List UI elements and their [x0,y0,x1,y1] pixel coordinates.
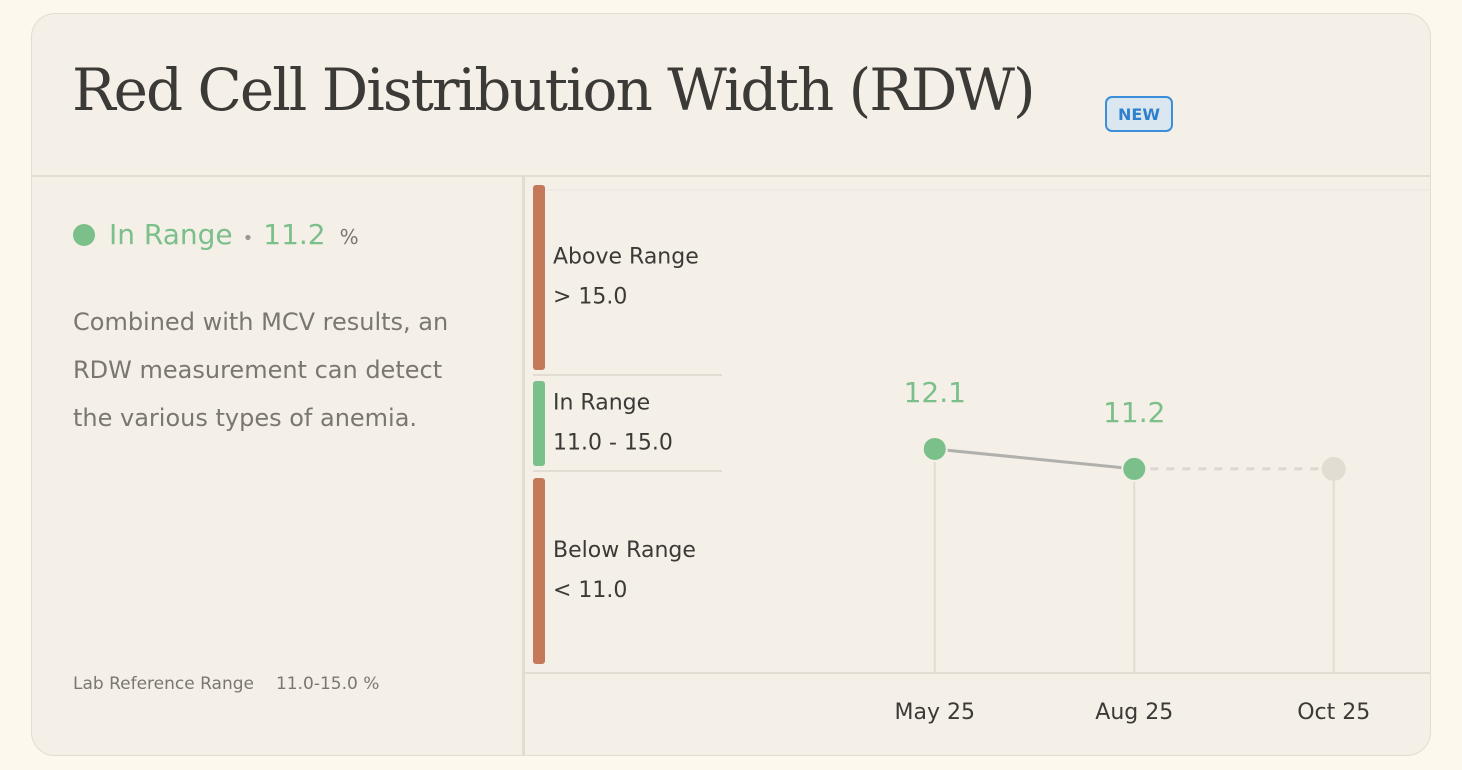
data-label: 11.2 [1103,396,1165,429]
x-tick-label: May 25 [895,700,975,725]
card: Red Cell Distribution Width (RDW) NEW In… [31,13,1431,756]
x-tick-label: Aug 25 [1095,700,1173,725]
status: In Range • 11.2 % [73,218,359,251]
range-value: > 15.0 [553,285,627,310]
status-label: In Range [109,218,233,251]
range-value: < 11.0 [553,578,627,603]
point [1121,455,1148,482]
status-unit: % [339,225,359,249]
divider [522,176,525,755]
reference: Lab Reference Range 11.0-15.0 % [73,674,379,694]
point [921,435,948,462]
x-tick-label: Oct 25 [1297,700,1370,725]
range-value: 11.0 - 15.0 [553,431,673,456]
range-bar [533,185,545,370]
range-bar [533,478,545,664]
separator: • [242,228,254,249]
range-label: Below Range [553,538,696,563]
range-bar [533,381,545,466]
status-value: 11.2 [263,218,326,251]
line [934,447,1135,471]
placeholder-point [1321,456,1346,481]
data-label: 12.1 [904,376,966,409]
status-dot [73,223,95,246]
description: Combined with MCV results, an RDW measur… [73,308,449,432]
divider [32,175,1430,177]
badge: NEW [1105,96,1173,132]
range-label: In Range [553,391,650,416]
range-label: Above Range [553,245,699,270]
title: Red Cell Distribution Width (RDW) [72,56,1036,124]
reference-label: Lab Reference Range [73,674,254,694]
reference-value: 11.0-15.0 % [275,674,380,694]
